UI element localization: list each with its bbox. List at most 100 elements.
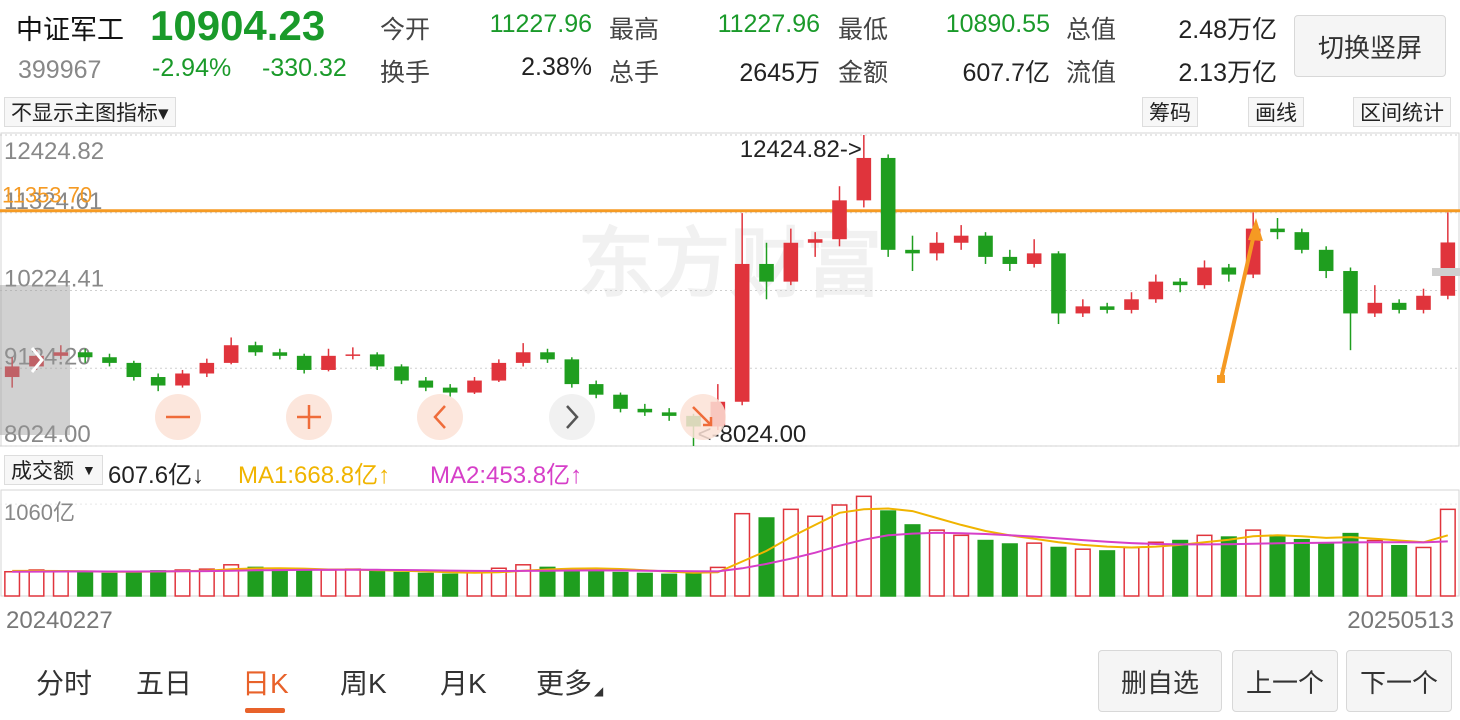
- volume-bar: [393, 571, 410, 597]
- tab[interactable]: 月K: [440, 668, 487, 699]
- tab-active[interactable]: 日K: [242, 668, 289, 699]
- volume-indicator[interactable]: 成交额 ▼: [4, 455, 103, 485]
- volume-bar: [77, 571, 94, 597]
- candle-body: [783, 242, 799, 282]
- candle-body: [1099, 306, 1115, 310]
- volume-bar: [515, 564, 532, 597]
- candle-body: [442, 387, 458, 393]
- volume-bar: [807, 515, 824, 597]
- tab[interactable]: 更多: [536, 668, 593, 699]
- tool-button[interactable]: 画线: [1248, 97, 1304, 127]
- candle-body: [1221, 267, 1237, 275]
- y-tick-label: 10224.41: [4, 266, 104, 293]
- candle-body: [77, 352, 93, 358]
- volume-bar: [1050, 546, 1067, 597]
- toggle-orientation[interactable]: 切换竖屏: [1294, 15, 1446, 77]
- volume-bar: [685, 572, 702, 597]
- volume-bar: [1220, 536, 1237, 597]
- tab[interactable]: 五日: [136, 668, 193, 699]
- action-button[interactable]: 上一个: [1232, 650, 1338, 712]
- candle-body: [1343, 271, 1358, 314]
- volume-bar: [1172, 539, 1189, 597]
- scroll-handle[interactable]: [0, 285, 70, 435]
- candle-body: [637, 408, 653, 413]
- frame: 东方财富: [0, 132, 1460, 597]
- action-button[interactable]: 删自选: [1098, 650, 1222, 712]
- candle-body: [540, 352, 555, 360]
- candle-body: [102, 357, 117, 363]
- tab[interactable]: 周K: [340, 668, 387, 699]
- volume-bar: [1293, 538, 1310, 597]
- scroll-right[interactable]: [549, 394, 595, 440]
- y-tick-label: 8024.00: [4, 421, 91, 448]
- candle-body: [394, 366, 409, 381]
- volume-bar: [1196, 534, 1213, 597]
- candle-body: [1294, 232, 1310, 250]
- volume-bar: [1269, 534, 1286, 597]
- volume-bar: [28, 569, 45, 597]
- action-button[interactable]: 下一个: [1346, 650, 1452, 712]
- change: -330.32: [262, 54, 347, 82]
- y-tick-label: 12424.82: [4, 138, 104, 165]
- candle-body: [1172, 281, 1188, 286]
- volume-bar: [52, 570, 69, 597]
- volume-bar: [782, 508, 799, 597]
- tool-button[interactable]: 区间统计: [1353, 97, 1451, 127]
- volume-bar: [661, 573, 678, 597]
- candle-body: [1197, 267, 1212, 286]
- volume-bar: [880, 510, 897, 597]
- candle-body: [1026, 253, 1042, 264]
- volume-bar: [1245, 529, 1262, 597]
- x-tick-label: 20250513: [1347, 607, 1454, 634]
- volume-bar: [977, 539, 994, 597]
- reference-label: 11353.70: [2, 183, 92, 208]
- volume-bar: [271, 569, 288, 597]
- tool-button[interactable]: 筹码: [1142, 97, 1198, 127]
- index-code: 399967: [18, 56, 102, 84]
- candle-body: [1367, 302, 1383, 314]
- stat-value: 2.48万亿: [1178, 16, 1277, 44]
- scroll-left[interactable]: [417, 394, 463, 440]
- candle-body: [175, 373, 190, 386]
- stat-label: 总值: [1066, 16, 1117, 44]
- candle-body: [369, 354, 385, 367]
- candle-body: [515, 352, 531, 363]
- candle-body: [1270, 228, 1285, 233]
- y-tick-label: 1060亿: [4, 500, 75, 525]
- candle-body: [905, 249, 920, 254]
- reset-view-icon: [692, 406, 713, 427]
- volume-indicator-label: 成交额: [11, 460, 74, 483]
- volume-bar: [734, 512, 751, 597]
- volume-bar: [1074, 548, 1091, 597]
- volume-bar: [320, 569, 337, 597]
- change-pct: -2.94%: [152, 54, 232, 82]
- candle-body: [880, 157, 896, 250]
- legend-entry: MA2:453.8亿↑: [430, 462, 583, 489]
- handle-arrow: [30, 347, 44, 373]
- candle-body: [807, 239, 823, 243]
- drawn-arrow-head: [1248, 218, 1263, 241]
- stat-label: 总手: [609, 59, 660, 87]
- watermark: 东方财富: [578, 222, 882, 307]
- volume-bar: [223, 564, 240, 597]
- drawn-anchor: [1217, 375, 1225, 383]
- volume-frame: [0, 489, 1460, 597]
- volume-bar: [1001, 543, 1018, 597]
- volume-bar: [198, 568, 215, 597]
- candle-body: [564, 359, 580, 385]
- candle-body: [856, 157, 872, 201]
- candle-body: [418, 380, 434, 388]
- volume-bar: [539, 566, 556, 597]
- volume-bar: [417, 572, 434, 597]
- tab[interactable]: 分时: [36, 668, 93, 699]
- index-name: 中证军工: [16, 15, 124, 45]
- volume-bar: [636, 572, 653, 597]
- candle-body: [759, 263, 774, 282]
- indicator-select[interactable]: 不显示主图指标▾: [4, 97, 176, 127]
- candle-body: [978, 235, 993, 257]
- y-tick-label: 9124.20: [4, 343, 91, 370]
- volume-bar: [1391, 544, 1408, 597]
- x-tick-label: 20240227: [6, 607, 113, 634]
